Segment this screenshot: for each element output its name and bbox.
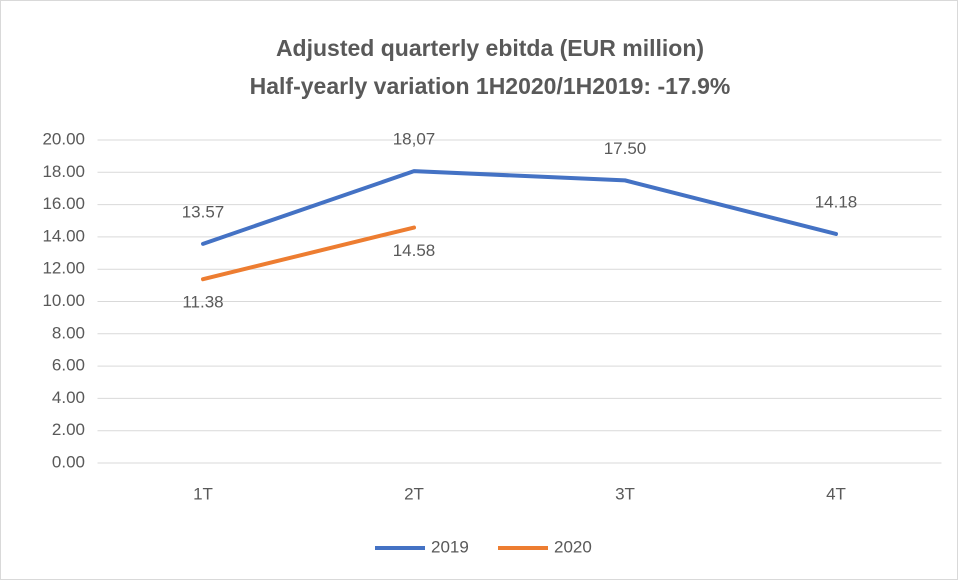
series-line (201, 169, 838, 246)
x-tick-label: 4T (826, 484, 846, 503)
legend-label: 2020 (554, 537, 592, 556)
y-tick-label: 20.00 (42, 129, 85, 148)
chart-title: Adjusted quarterly ebitda (EUR million) (276, 35, 704, 61)
data-label: 13.57 (182, 202, 225, 221)
y-tick-label: 0.00 (52, 452, 85, 471)
y-tick-label: 14.00 (42, 226, 85, 245)
x-tick-label: 2T (404, 484, 424, 503)
data-label: 11.38 (182, 293, 223, 312)
data-label: 14.18 (815, 192, 858, 211)
chart-subtitle: Half-yearly variation 1H2020/1H2019: -17… (250, 73, 731, 99)
y-tick-label: 8.00 (52, 323, 85, 342)
legend-label: 2019 (431, 537, 469, 556)
y-tick-label: 4.00 (52, 388, 85, 407)
data-label: 17.50 (604, 139, 647, 158)
y-tick-label: 10.00 (42, 291, 85, 310)
x-tick-label: 3T (615, 484, 635, 503)
y-tick-label: 2.00 (52, 420, 85, 439)
y-tick-label: 6.00 (52, 356, 85, 375)
y-tick-label: 16.00 (42, 194, 85, 213)
data-label: 14.58 (393, 241, 436, 260)
y-tick-label: 18.00 (42, 162, 85, 181)
data-label: 18,07 (393, 130, 436, 149)
x-tick-label: 1T (193, 484, 213, 503)
series-line (201, 225, 416, 282)
y-tick-label: 12.00 (42, 259, 85, 278)
